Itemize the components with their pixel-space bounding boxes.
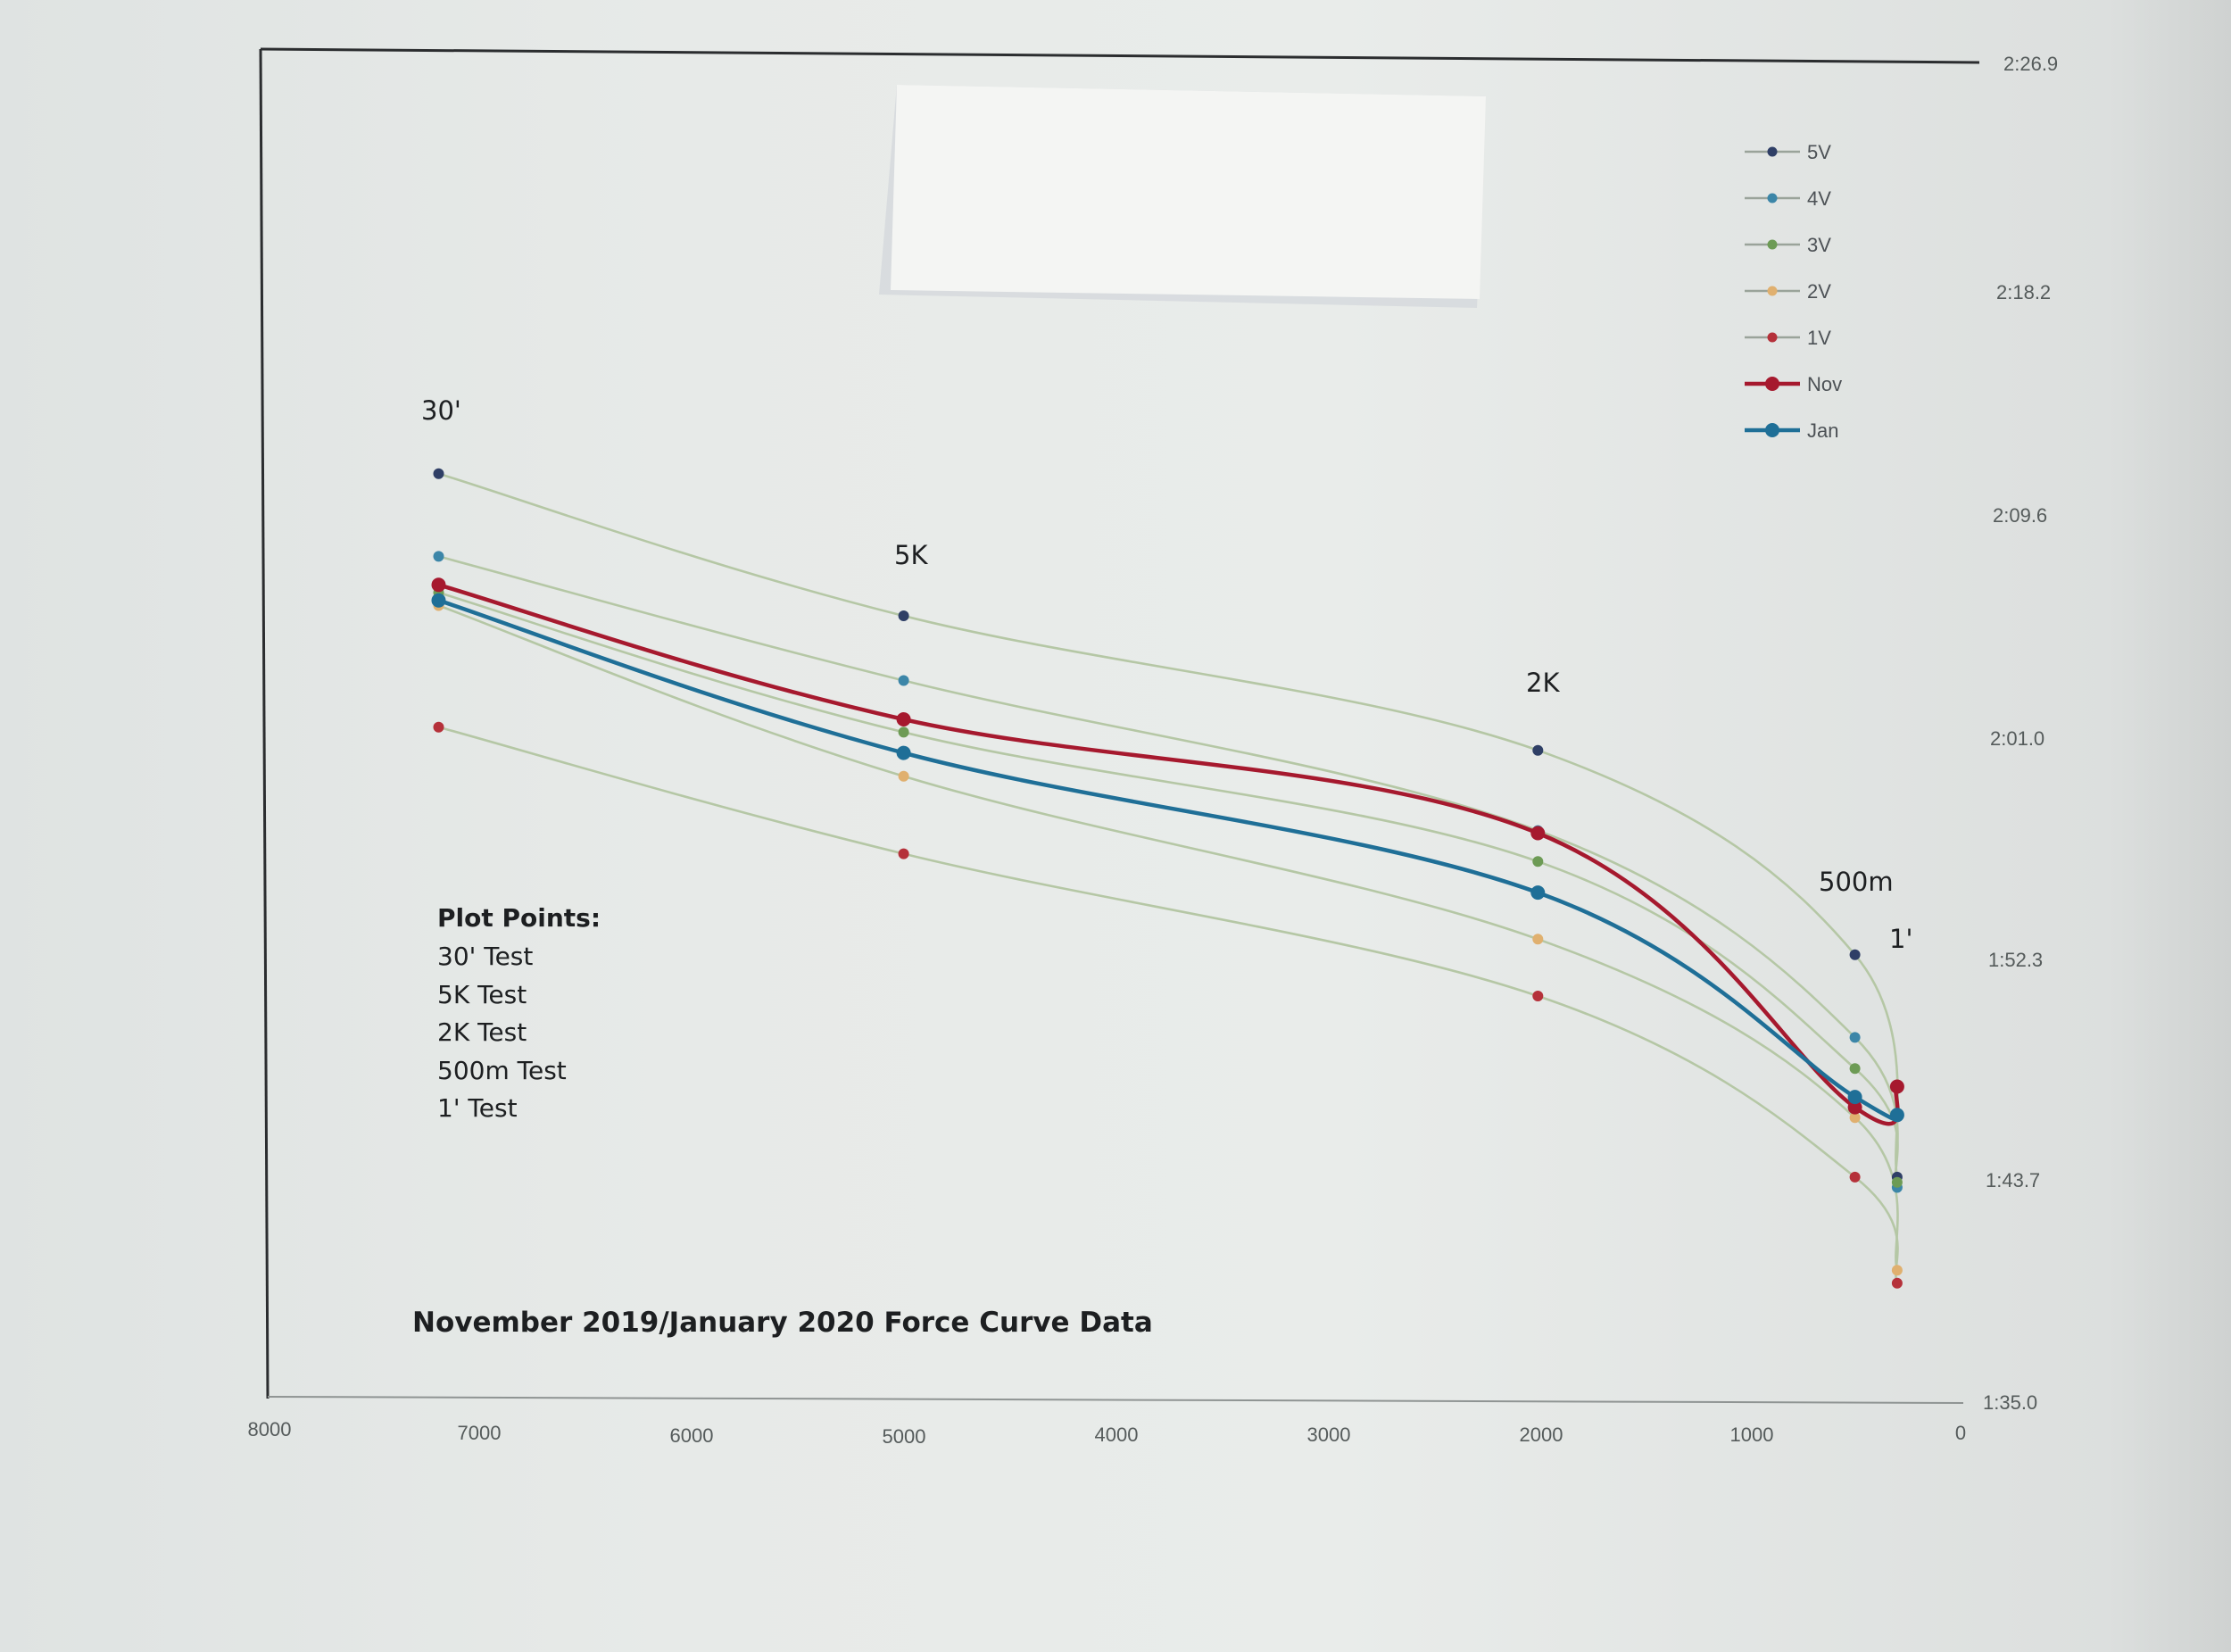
data-point-2v [898,770,909,782]
data-point-nov [1530,826,1546,841]
point-label-5k: 5K [894,540,928,570]
data-point-2v [1532,934,1544,945]
data-point-5v [1532,744,1544,756]
legend-label-2v: 2V [1807,280,1831,303]
left-axis-line [259,48,270,1399]
data-point-jan [1530,885,1546,901]
data-point-1v [1849,1171,1861,1183]
legend-marker-jan [1765,423,1779,437]
point-label-500m: 500m [1819,867,1894,897]
x-tick-label: 2000 [1520,1424,1563,1446]
series-points [431,468,1904,1289]
data-point-5v [433,468,444,479]
top-frame-line [260,47,1980,64]
data-point-3v [1532,856,1544,868]
data-point-nov [896,712,911,726]
x-tick-label: 0 [1955,1422,1966,1444]
bottom-axis-line [267,1396,1964,1404]
point-label-2k: 2K [1526,668,1560,698]
legend-marker-2v [1767,286,1778,296]
y-tick-label: 1:52.3 [1988,949,2043,971]
data-point-5v [1849,949,1861,960]
data-point-jan [1889,1108,1904,1123]
y-tick-label: 1:43.7 [1986,1169,2040,1191]
x-tick-label: 5000 [883,1425,926,1448]
y-tick-label: 2:09.6 [1993,504,2047,527]
x-tick-label: 7000 [458,1422,502,1444]
data-point-nov [431,577,446,593]
data-point-jan [431,593,446,608]
x-tick-label: 8000 [248,1418,292,1440]
legend-label-3v: 3V [1807,234,1831,256]
notes-title: Plot Points: [437,903,601,933]
series-line-4v [438,555,1899,1188]
chart-legend: 5V 4V 3V 2V 1V Nov Jan [1745,141,1842,442]
legend-marker-1v [1767,332,1778,343]
legend-label-4v: 4V [1807,187,1831,210]
legend-label-1v: 1V [1807,327,1831,349]
data-point-5v [898,610,909,621]
point-labels: 30' 5K 2K 500m 1' [421,395,1912,954]
y-tick-label: 2:26.9 [2003,53,2058,75]
notes-line: 30' Test [437,942,533,971]
data-point-jan [896,745,911,760]
data-point-1v [1891,1277,1903,1289]
series-line-1v [438,726,1899,1284]
data-point-1v [433,721,444,733]
point-label-30min: 30' [421,395,461,426]
legend-marker-nov [1765,377,1779,391]
series-line-2v [438,604,1899,1271]
plot-points-notes: Plot Points: 30' Test 5K Test 2K Test 50… [437,903,601,1123]
legend-marker-4v [1767,193,1778,203]
notes-line: 500m Test [437,1056,567,1085]
x-tick-label: 3000 [1307,1424,1351,1446]
data-point-nov [1847,1100,1862,1115]
name-label-sticker [879,85,1486,308]
series-line-jan [437,598,1900,1122]
data-point-2v [1849,1112,1861,1124]
chart-caption: November 2019/January 2020 Force Curve D… [412,1307,1153,1339]
series-line-3v [438,591,1899,1183]
x-axis-ticks: 8000 7000 6000 5000 4000 3000 2000 1000 … [248,1418,1967,1448]
data-point-3v [1849,1063,1861,1075]
x-tick-label: 4000 [1095,1424,1139,1446]
legend-label-5v: 5V [1807,141,1831,163]
data-point-nov [1889,1079,1904,1094]
series-lines [437,472,1900,1284]
legend-label-nov: Nov [1807,373,1842,395]
data-point-3v [898,726,909,738]
notes-line: 5K Test [437,980,527,1009]
notes-line: 1' Test [437,1093,518,1123]
data-point-2v [1891,1265,1903,1276]
x-tick-label: 1000 [1730,1424,1774,1446]
legend-label-jan: Jan [1807,419,1838,442]
y-tick-label: 2:18.2 [1996,281,2051,303]
series-line-nov [437,583,1900,1126]
y-axis-ticks: 1:35.0 1:43.7 1:52.3 2:01.0 2:09.6 2:18.… [1983,53,2058,1414]
data-point-jan [1847,1090,1862,1105]
data-point-1v [1532,991,1544,1001]
legend-marker-3v [1767,239,1778,250]
data-point-4v [433,551,444,562]
data-point-4v [898,675,909,686]
data-point-4v [1849,1032,1861,1043]
legend-marker-5v [1767,146,1778,157]
point-label-1min: 1' [1889,924,1912,954]
x-tick-label: 6000 [670,1424,714,1447]
y-tick-label: 2:01.0 [1990,727,2044,750]
y-tick-label: 1:35.0 [1983,1391,2037,1414]
data-point-3v [1891,1176,1903,1188]
data-point-1v [898,848,909,859]
notes-line: 2K Test [437,1017,527,1047]
series-line-5v [438,472,1899,1178]
